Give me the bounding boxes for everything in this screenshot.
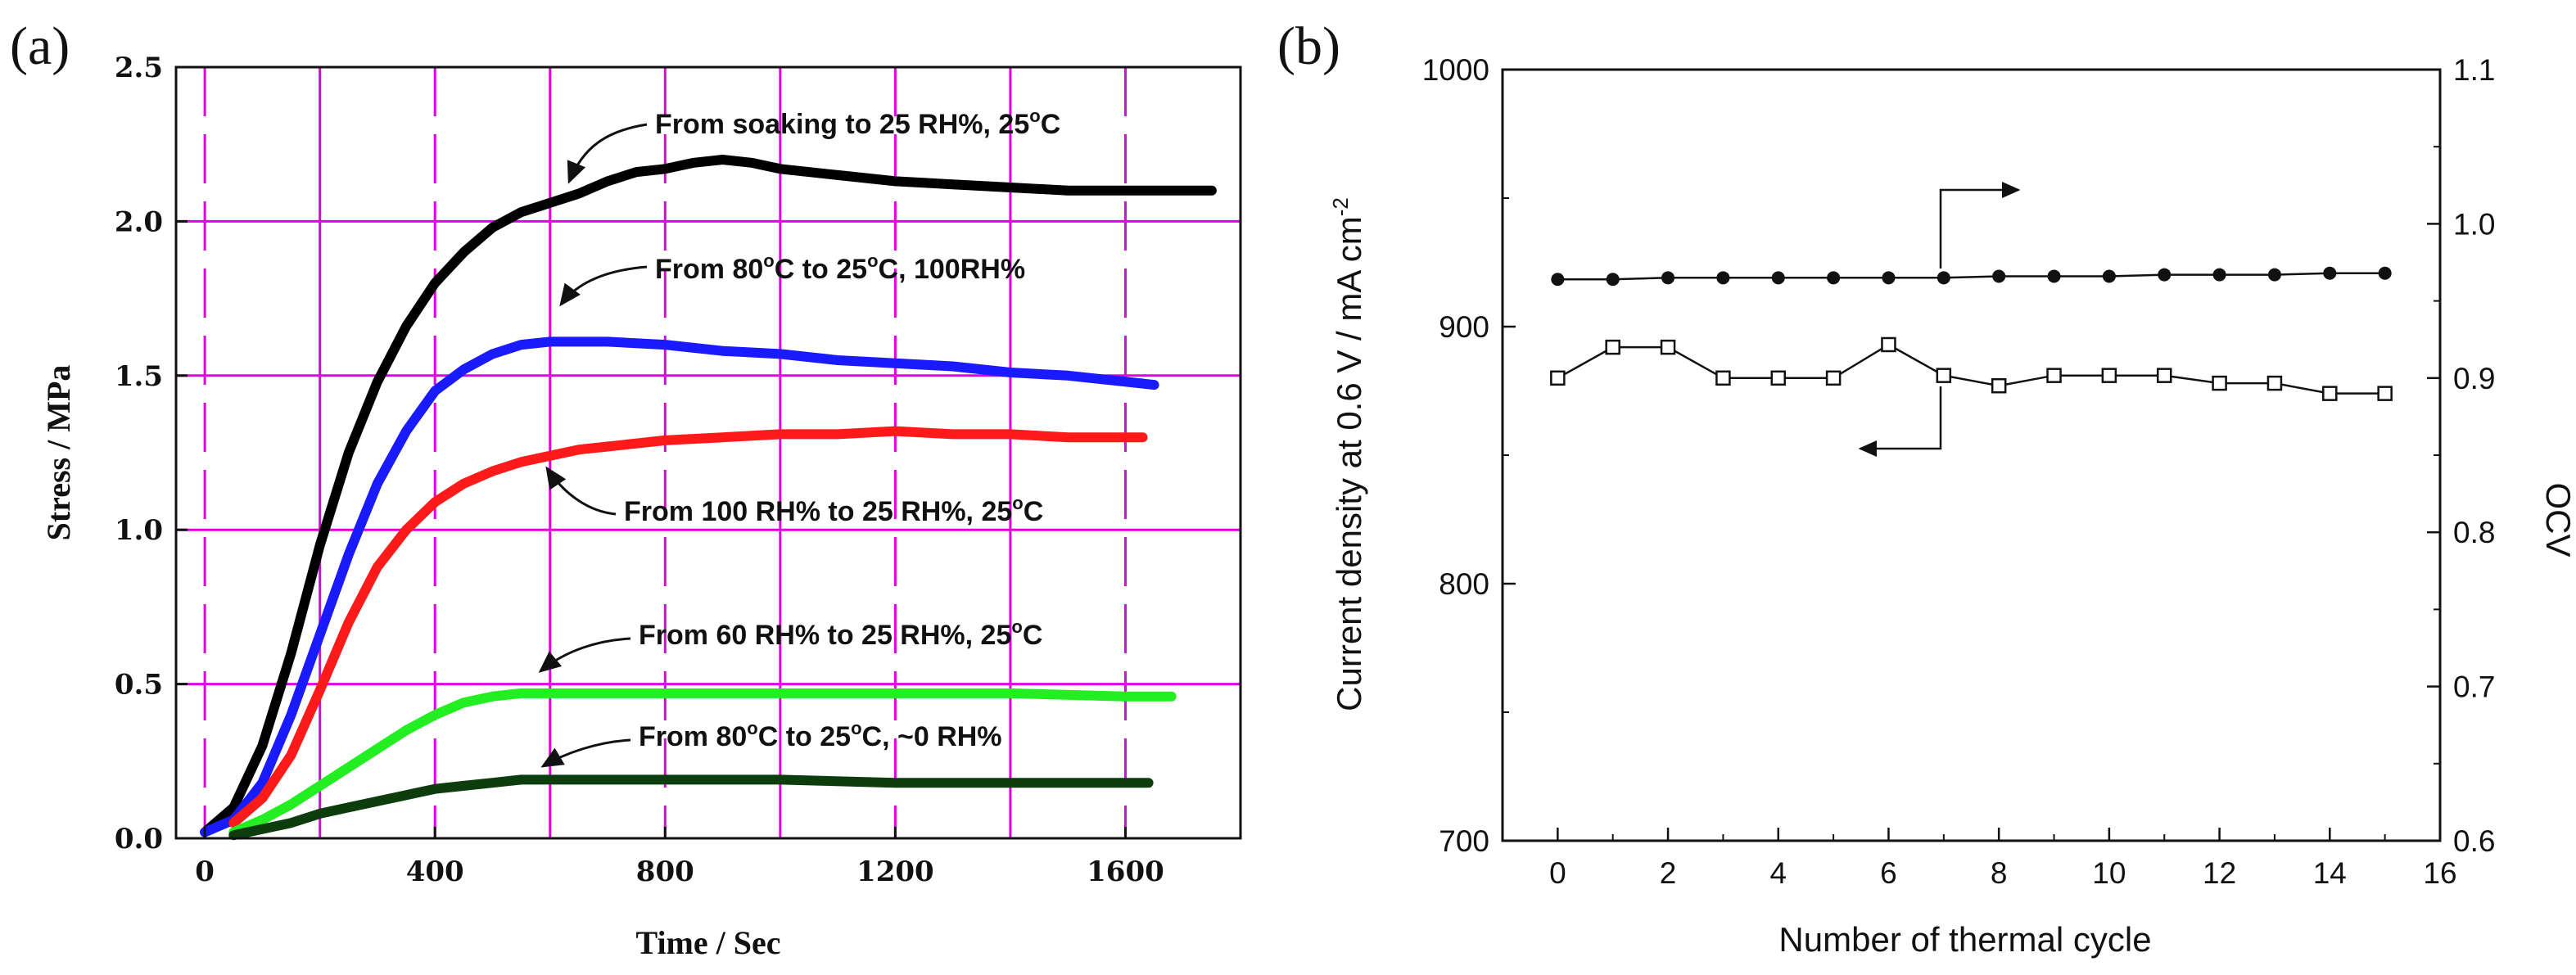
y-tick-label-2.0: 2.0 <box>115 205 163 238</box>
b-y2-tick-label-0.7: 0.7 <box>2453 670 2495 704</box>
ocv-point-3 <box>1716 271 1730 285</box>
ocv-point-15 <box>2378 266 2392 280</box>
ocv-point-9 <box>2047 269 2061 283</box>
chart-a-frame <box>174 65 1242 840</box>
b-x-tick-label-4: 4 <box>1769 856 1787 890</box>
current-point-9 <box>2046 368 2062 383</box>
b-x-tick-label-10: 10 <box>2092 856 2126 890</box>
ocv-point-13 <box>2267 268 2281 282</box>
x-tick-label-1200: 1200 <box>856 855 934 888</box>
y-tick-label-0.0: 0.0 <box>115 823 163 855</box>
current-point-2 <box>1660 339 1676 355</box>
annotation-1: From soaking to 25 RH%, 25oC <box>655 106 1060 140</box>
b-x-tick-label-8: 8 <box>1991 856 2008 890</box>
series-from-100-rh-to-25-rh-25-c <box>228 426 1148 828</box>
chart-b-ticks: 0 2 4 6 8 10 12 14 16 700 800 900 1000 0.6 0.7 0.8 0.9 1.… <box>1422 53 2496 890</box>
b-y2-tick-label-1.0: 1.0 <box>2453 207 2495 241</box>
y-tick-label-1.0: 1.0 <box>115 514 163 547</box>
current-point-6 <box>1881 336 1896 353</box>
b-y-tick-label-900: 900 <box>1439 310 1489 344</box>
current-point-13 <box>2266 375 2283 391</box>
current-point-4 <box>1770 370 1787 386</box>
chart-b-y2label: OCV <box>2539 482 2576 557</box>
chart-b-indicators <box>1858 182 2021 457</box>
chart-b-series <box>1550 266 2393 401</box>
panel-b-label: (b) <box>1277 16 1340 76</box>
b-x-tick-label-12: 12 <box>2203 856 2236 890</box>
b-x-tick-label-14: 14 <box>2313 856 2347 890</box>
chart-a-annotations: From soaking to 25 RH%, 25oC From 80oC t… <box>538 106 1060 768</box>
x-tick-label-800: 800 <box>636 855 694 888</box>
annotation-arrow-5 <box>540 738 631 768</box>
annotation-arrow-1 <box>567 123 648 184</box>
b-y2-tick-label-1.1: 1.1 <box>2453 53 2495 87</box>
ocv-point-2 <box>1661 271 1675 285</box>
current-point-0 <box>1550 370 1566 386</box>
chart-b: 0 2 4 6 8 10 12 14 16 700 800 900 1000 0.6 0.7 0.8 0.9 1.… <box>1328 53 2576 959</box>
y-tick-label-0.5: 0.5 <box>115 669 163 702</box>
b-y2-tick-label-0.9: 0.9 <box>2453 362 2495 395</box>
b-y2-tick-label-0.8: 0.8 <box>2453 516 2495 549</box>
series-current-density-line <box>1557 343 2385 395</box>
chart-b-xlabel: Number of thermal cycle <box>1778 920 2151 959</box>
ocv-point-8 <box>1992 269 2006 283</box>
annotation-arrow-3 <box>545 466 617 516</box>
chart-b-frame <box>1501 68 2442 842</box>
ocv-point-1 <box>1606 273 1620 287</box>
ocv-point-14 <box>2323 266 2337 280</box>
annotation-arrow-2 <box>559 265 648 307</box>
b-y-tick-label-1000: 1000 <box>1422 53 1489 87</box>
b-y-tick-label-700: 700 <box>1439 824 1489 858</box>
b-y-tick-label-800: 800 <box>1439 567 1489 601</box>
b-y2-tick-label-0.6: 0.6 <box>2453 824 2495 858</box>
ocv-point-5 <box>1827 271 1841 285</box>
series-from-80-c-to-25-c-0-rh <box>228 774 1154 841</box>
annotation-3: From 100 RH% to 25 RH%, 25oC <box>624 493 1043 527</box>
current-point-7 <box>1936 368 1952 383</box>
x-tick-label-400: 400 <box>406 855 464 888</box>
chart-a-ticks: 0 400 800 1200 1600 0.0 0.5 1.0 1.5 2.0 2.5 <box>115 52 1164 888</box>
ocv-indicator-arrow <box>1939 182 2021 269</box>
annotation-4: From 60 RH% to 25 RH%, 25oC <box>639 616 1042 651</box>
annotation-arrow-4 <box>538 637 631 673</box>
current-point-11 <box>2156 368 2172 383</box>
series-from-60-rh-to-25-rh-25-c <box>228 688 1177 837</box>
current-point-15 <box>2377 386 2393 401</box>
current-point-8 <box>1991 377 2007 394</box>
ocv-point-6 <box>1882 271 1896 285</box>
current-point-5 <box>1825 370 1842 386</box>
series-from-soaking-to-25-rh-25-c <box>200 155 1217 837</box>
chart-b-ylabel: Current density at 0.6 V / mA cm-2 <box>1328 197 1368 711</box>
chart-a: 0 400 800 1200 1600 0.0 0.5 1.0 1.5 2.0 2.5 From s… <box>40 52 1242 961</box>
ocv-point-4 <box>1771 271 1785 285</box>
ocv-point-10 <box>2102 269 2116 283</box>
current-point-14 <box>2322 386 2338 401</box>
ocv-point-0 <box>1551 273 1565 287</box>
chart-a-xlabel: Time / Sec <box>635 924 780 961</box>
annotation-2: From 80oC to 25oC, 100RH% <box>655 251 1025 285</box>
b-x-tick-label-0: 0 <box>1549 856 1566 890</box>
chart-a-ylabel: Stress / MPa <box>40 365 77 541</box>
chart-a-series <box>200 155 1217 841</box>
annotation-5: From 80oC to 25oC, ~0 RH% <box>639 718 1002 752</box>
series-ocv-line <box>1557 272 2385 281</box>
ocv-point-7 <box>1937 271 1950 285</box>
current-indicator-arrow <box>1858 386 1942 457</box>
current-point-3 <box>1715 370 1731 386</box>
current-point-1 <box>1605 339 1620 355</box>
b-x-tick-label-2: 2 <box>1660 856 1677 890</box>
y-tick-label-2.5: 2.5 <box>115 52 163 84</box>
ocv-point-12 <box>2212 268 2226 282</box>
series-from-80-c-to-25-c-100rh <box>200 336 1159 837</box>
panel-a-label: (a) <box>10 16 70 76</box>
x-tick-label-1600: 1600 <box>1087 855 1164 888</box>
current-point-12 <box>2212 375 2227 391</box>
x-tick-label-0: 0 <box>195 855 215 888</box>
b-x-tick-label-16: 16 <box>2423 856 2456 890</box>
current-point-10 <box>2101 368 2117 383</box>
y-tick-label-1.5: 1.5 <box>115 360 163 393</box>
b-x-tick-label-6: 6 <box>1880 856 1897 890</box>
ocv-point-11 <box>2158 268 2172 282</box>
